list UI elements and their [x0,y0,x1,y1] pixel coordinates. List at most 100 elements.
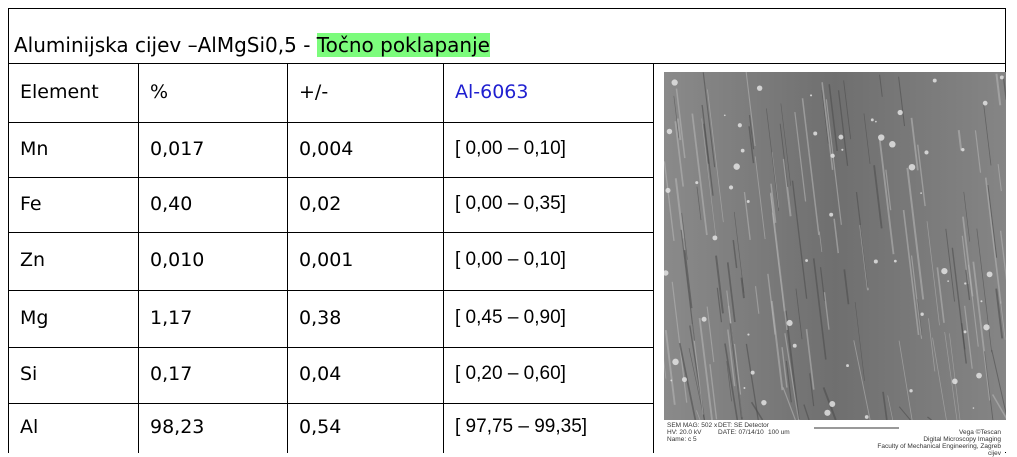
streak [843,269,850,305]
table-cell: [ 0,45 – 0,90] [455,306,566,328]
speck [961,148,965,152]
streak [991,349,1006,416]
streak [779,123,789,188]
streak [785,360,792,403]
streak [795,288,803,340]
streak [833,218,840,254]
speck [924,150,929,155]
speck [986,271,993,278]
streak [681,212,688,260]
streak [794,111,807,202]
streak [963,191,971,242]
speck [829,401,836,408]
speck [947,280,950,282]
streak [781,347,788,388]
streak [769,192,788,331]
streak [843,80,852,140]
speck [695,181,699,185]
streak [964,305,973,369]
row-line [8,232,653,233]
table-cell: 0,54 [299,416,342,438]
speck [982,100,988,106]
streak [873,165,883,229]
streak [976,228,993,353]
streak [949,333,961,421]
caption: Faculty of Mechanical Engineering, Zagre… [877,443,1001,450]
caption-bar [664,420,1006,452]
streak [664,161,675,242]
streak [701,104,714,196]
streak [855,192,869,288]
streak [951,247,967,364]
speck [983,324,990,331]
border [8,8,1006,9]
streak [987,185,998,258]
streak [898,76,906,127]
streak [724,343,739,421]
speck [665,187,671,193]
table-cell: [ 97,75 – 99,35] [455,416,588,437]
table-cell: Si [20,363,38,385]
streak [995,73,1002,106]
streak [863,113,871,164]
table-cell: 0,40 [150,192,193,215]
speck [893,259,897,263]
streak [812,258,827,360]
title: Aluminijska cijev –AlMgSi0,5 - Točno pok… [14,33,490,57]
speck [737,123,742,128]
table-cell: [ 0,00 – 0,10] [455,249,566,270]
streak [917,144,926,207]
caption: 100 um [768,429,790,436]
streak [991,394,1006,420]
streak [702,72,716,168]
streak [743,191,751,240]
streak [671,281,688,403]
speck [878,134,885,141]
caption: Digital Microscopy Imaging [923,436,1001,443]
streak [936,267,945,323]
speck [756,85,763,91]
table-cell: 0,17 [150,363,193,385]
streak [740,277,745,299]
speck [830,153,835,158]
streak [906,167,925,300]
speck [941,267,948,275]
streak [771,212,785,312]
speck [681,377,687,383]
table-cell: 0,38 [299,306,342,329]
header-cell: % [150,80,169,103]
speck [846,364,849,368]
speck [712,235,718,241]
speck [701,316,707,322]
streak [887,395,894,421]
speck [875,120,877,123]
speck [908,163,916,171]
speck [747,333,750,336]
row-line [8,290,653,291]
speck [838,134,844,140]
streak [696,186,702,221]
streak [927,416,932,421]
streak [983,103,992,166]
table-cell: Fe [20,192,42,215]
speck [964,282,967,285]
micrograph [664,72,1006,420]
streak [825,99,842,225]
speck [873,259,878,264]
streak [995,288,1004,339]
streak [885,169,892,211]
streak [974,130,982,173]
streak [879,74,883,97]
streak [676,118,682,141]
streak [732,239,738,269]
speck [750,370,755,375]
row-line [8,122,653,123]
table-cell: Al [20,416,39,438]
header-cell: Element [20,80,99,103]
streak [733,343,742,395]
speck [864,415,869,419]
streak [819,267,826,302]
streak [823,292,830,330]
streak [726,360,732,402]
streak [767,273,776,335]
